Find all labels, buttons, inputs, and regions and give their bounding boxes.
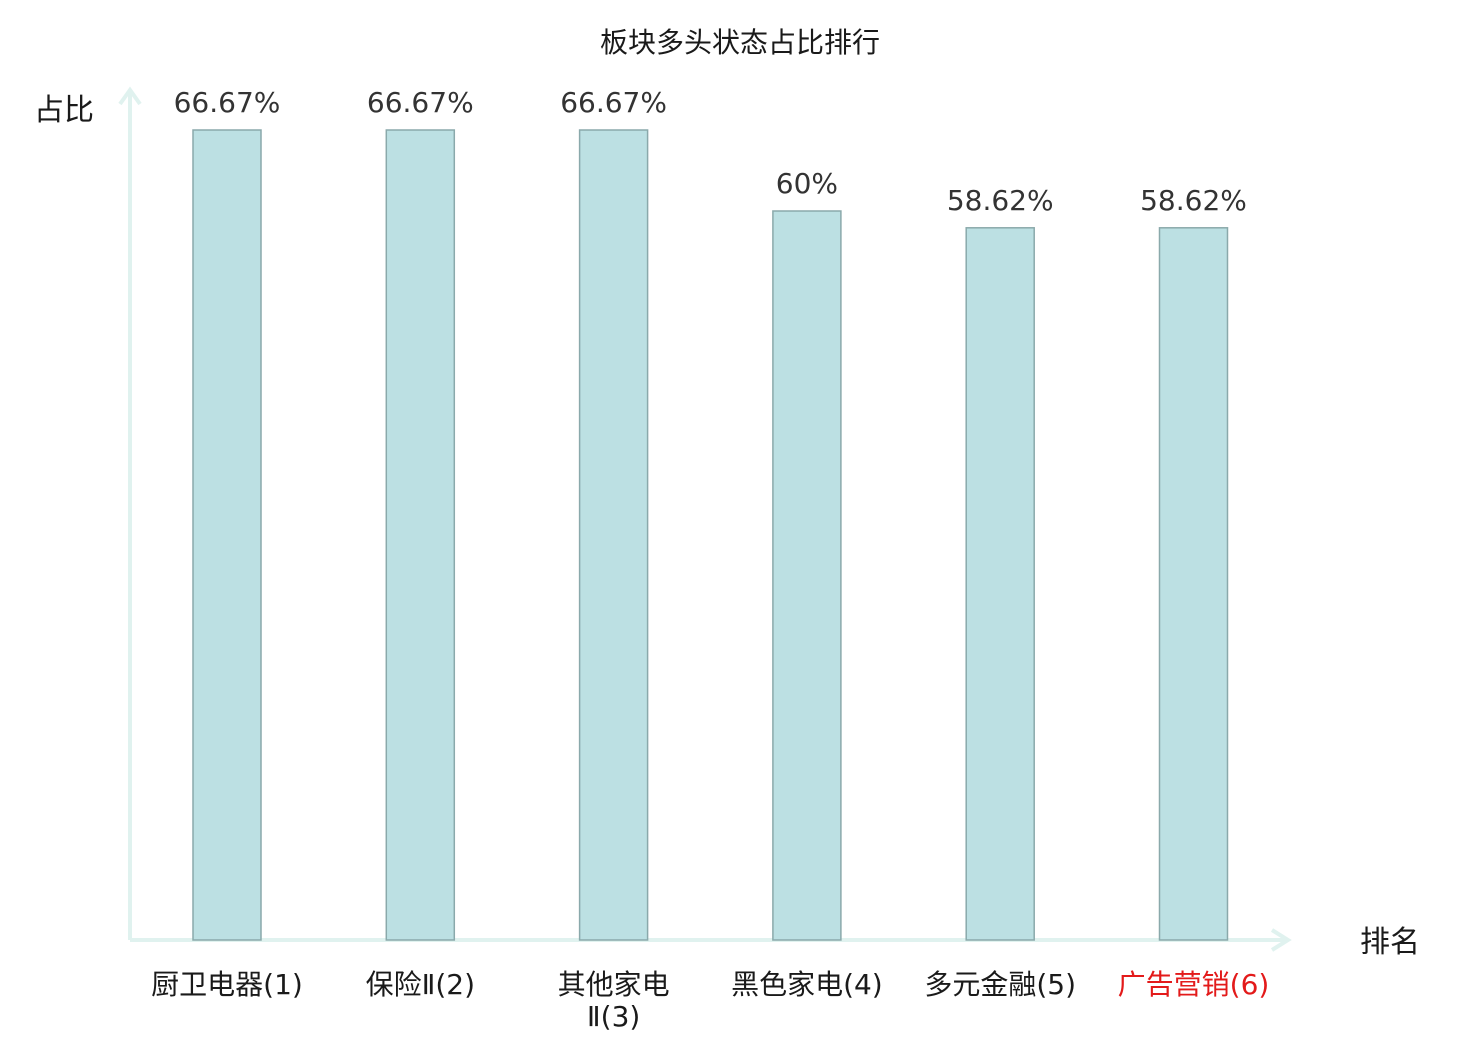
chart-title: 板块多头状态占比排行 (600, 26, 880, 59)
axes (118, 86, 1292, 952)
value-label-4: 60% (776, 167, 838, 200)
bar-5 (965, 227, 1035, 941)
x-tick-label-3-line-1: 其他家电 (558, 968, 670, 1001)
x-tick-label-1: 厨卫电器(1) (151, 968, 303, 1001)
x-tick-label-6: 广告营销(6) (1118, 968, 1270, 1001)
bar-4 (772, 210, 842, 941)
y-axis-label: 占比 (34, 93, 94, 128)
bar-series (192, 129, 1229, 941)
y-axis-arrow-icon (118, 86, 142, 106)
value-label-1: 66.67% (174, 86, 281, 119)
x-axis-arrow-icon (1270, 928, 1292, 952)
x-tick-label-5: 多元金融(5) (924, 968, 1076, 1001)
bar-3 (578, 129, 649, 941)
x-tick-label-2: 保险Ⅱ(2) (366, 968, 475, 1001)
x-tick-label-4: 黑色家电(4) (731, 968, 883, 1001)
bar-2 (385, 129, 456, 941)
value-labels: 66.67% 66.67% 66.67% 60% 58.62% 58.62% (174, 86, 1247, 217)
value-label-2: 66.67% (367, 86, 474, 119)
value-label-6: 58.62% (1140, 184, 1247, 217)
value-label-3: 66.67% (560, 86, 667, 119)
bar-1 (192, 129, 262, 941)
x-tick-label-3-line-2: Ⅱ(3) (587, 1000, 640, 1033)
bar-6 (1158, 227, 1229, 941)
x-axis-label: 排名 (1360, 925, 1420, 960)
value-label-5: 58.62% (947, 184, 1054, 217)
